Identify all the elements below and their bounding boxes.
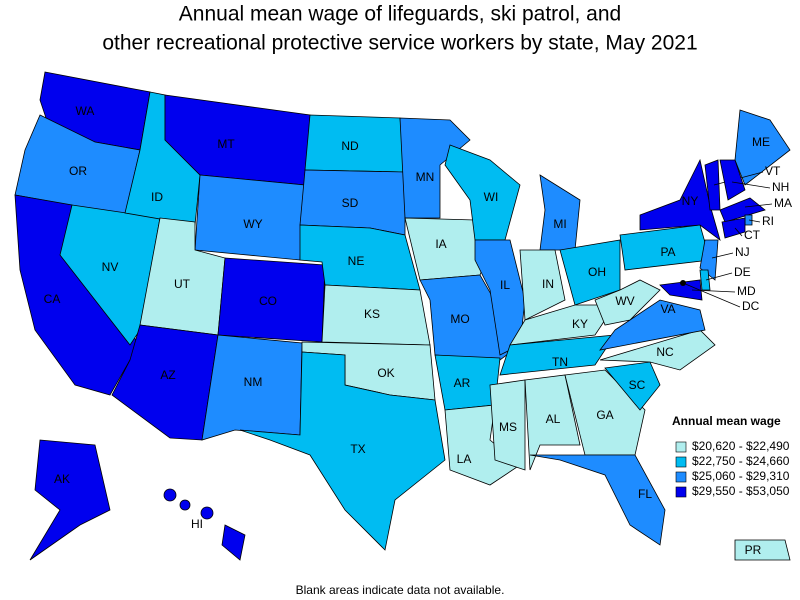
state-label: WY xyxy=(243,217,262,231)
leader-line xyxy=(705,272,733,281)
state-label: IL xyxy=(500,278,510,292)
state-label: VT xyxy=(765,164,781,178)
state xyxy=(163,488,177,502)
state-label: OR xyxy=(69,164,87,178)
legend-label: $20,620 - $22,490 xyxy=(692,439,790,453)
state xyxy=(29,439,111,561)
legend-title: Annual mean wage xyxy=(672,414,781,428)
state xyxy=(200,506,214,520)
state xyxy=(524,374,581,471)
state-label: ID xyxy=(151,190,163,204)
legend-label: $29,550 - $53,050 xyxy=(692,484,790,498)
state xyxy=(489,379,526,471)
state-label: TX xyxy=(350,442,365,456)
state-label: DC xyxy=(742,299,760,313)
state xyxy=(659,279,703,301)
state xyxy=(604,361,661,411)
state-label: NE xyxy=(348,254,365,268)
state-label: MO xyxy=(450,312,469,326)
state-label: KY xyxy=(572,317,588,331)
leader-line xyxy=(748,219,761,223)
state-label: ME xyxy=(752,135,770,149)
state xyxy=(221,524,246,561)
state-label: NJ xyxy=(735,245,750,259)
state-label: ND xyxy=(341,139,359,153)
state xyxy=(639,158,721,242)
leader-line xyxy=(731,181,771,189)
state-label: KS xyxy=(364,307,380,321)
state xyxy=(519,249,566,321)
state-label: WI xyxy=(484,190,499,204)
title: Annual mean wage of lifeguards, ski patr… xyxy=(179,3,621,26)
state-label: UT xyxy=(174,277,191,291)
state-label: VA xyxy=(660,302,675,316)
leader-line xyxy=(744,203,773,208)
legend-swatch xyxy=(675,486,687,498)
footnote: Blank areas indicate data not available. xyxy=(296,583,505,597)
state-label: RI xyxy=(762,214,774,228)
state-label: NV xyxy=(102,260,119,274)
legend-swatch xyxy=(675,441,687,453)
state-label: NH xyxy=(772,180,789,194)
state xyxy=(239,351,446,551)
state-label: SC xyxy=(629,378,646,392)
state-label: NY xyxy=(682,194,699,208)
state-label: AR xyxy=(454,376,471,390)
state xyxy=(529,454,666,546)
state-label: OK xyxy=(377,366,394,380)
title: other recreational protective service wo… xyxy=(102,32,697,55)
leader-line xyxy=(682,282,741,308)
state-label: CA xyxy=(44,292,61,306)
legend-label: $25,060 - $29,310 xyxy=(692,469,790,483)
state xyxy=(734,109,791,186)
state-label: AK xyxy=(54,472,70,486)
state xyxy=(599,299,706,351)
state xyxy=(719,197,766,223)
state-label: CT xyxy=(744,228,761,242)
state-label: SD xyxy=(342,196,359,210)
state-label: NC xyxy=(656,345,674,359)
legend-swatch xyxy=(675,456,687,468)
state-label: OH xyxy=(588,265,606,279)
state-label: HI xyxy=(191,517,203,531)
legend-swatch xyxy=(675,471,687,483)
state-label: MT xyxy=(217,137,235,151)
state xyxy=(599,329,716,371)
state xyxy=(499,334,616,376)
state xyxy=(539,174,581,251)
state-label: NM xyxy=(244,375,263,389)
state-label: MS xyxy=(499,420,517,434)
state-label: PA xyxy=(660,245,675,259)
state-label: LA xyxy=(457,452,472,466)
state-label: GA xyxy=(596,408,613,422)
state-label: MA xyxy=(774,196,792,210)
state xyxy=(699,269,711,291)
leader-line xyxy=(734,227,743,237)
leader-line xyxy=(711,252,734,259)
state xyxy=(734,539,791,561)
leader-line xyxy=(691,289,736,293)
state-label: PR xyxy=(745,543,762,557)
state-label: MI xyxy=(553,217,566,231)
state-label: IA xyxy=(435,237,446,251)
state-label: IN xyxy=(542,277,554,291)
state-label: WV xyxy=(615,294,634,308)
state-label: TN xyxy=(552,355,568,369)
state-label: MN xyxy=(416,170,435,184)
state-label: CO xyxy=(259,294,277,308)
state xyxy=(179,499,191,511)
state-label: MD xyxy=(737,284,756,298)
state xyxy=(594,279,661,326)
legend-label: $22,750 - $24,660 xyxy=(692,454,790,468)
state-label: FL xyxy=(638,487,652,501)
state xyxy=(719,159,746,201)
state-label: AZ xyxy=(160,368,175,382)
state-label: DE xyxy=(734,265,751,279)
state-label: WA xyxy=(76,104,95,118)
state-label: AL xyxy=(546,412,561,426)
